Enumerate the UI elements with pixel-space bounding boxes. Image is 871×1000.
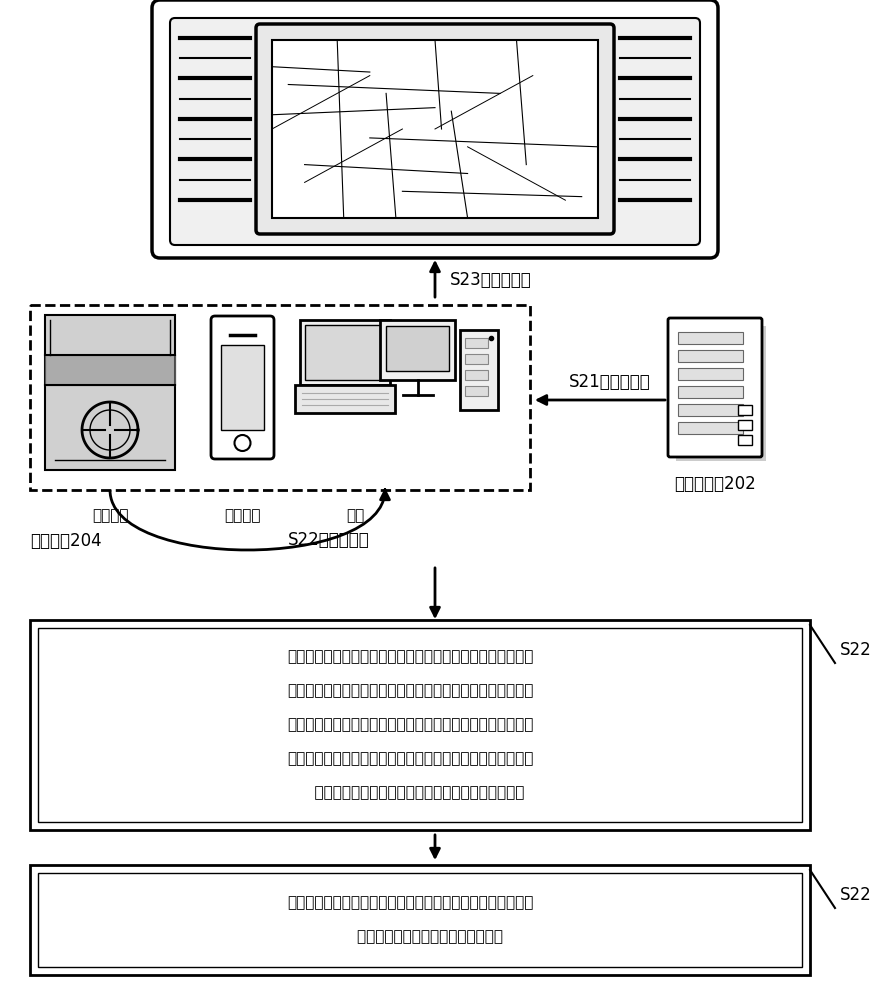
FancyBboxPatch shape [300,320,390,385]
Text: S22，渲染处理: S22，渲染处理 [287,531,369,549]
Text: 域上第二顶点所在的第四边的延长线相交于第二坐标点，第一: 域上第二顶点所在的第四边的延长线相交于第二坐标点，第一 [287,752,533,766]
FancyBboxPatch shape [678,386,743,398]
Text: 区域用于表示第一路段，第二区域用于表示第二路段: 区域用于表示第一路段，第二区域用于表示第二路段 [295,786,524,800]
FancyBboxPatch shape [45,315,175,470]
Text: 车载终端: 车载终端 [91,508,128,523]
FancyBboxPatch shape [256,24,614,234]
FancyBboxPatch shape [272,40,598,218]
FancyBboxPatch shape [380,320,455,380]
Text: 电脑: 电脑 [346,508,364,523]
FancyBboxPatch shape [386,326,449,371]
FancyBboxPatch shape [30,305,530,490]
FancyBboxPatch shape [465,386,488,396]
FancyBboxPatch shape [30,620,810,830]
FancyBboxPatch shape [170,18,700,245]
FancyBboxPatch shape [738,435,752,445]
FancyBboxPatch shape [295,385,395,413]
FancyBboxPatch shape [678,332,743,344]
FancyBboxPatch shape [678,368,743,380]
FancyBboxPatch shape [221,345,264,430]
Text: S23，显示地图: S23，显示地图 [450,271,532,289]
FancyBboxPatch shape [38,628,802,822]
FancyBboxPatch shape [211,316,274,459]
FancyBboxPatch shape [465,338,488,348]
Text: S21，地图数据: S21，地图数据 [569,373,651,391]
Text: S222: S222 [840,886,871,904]
Text: 所在的第一边与第二区域上第二顶点所在的第二边相交于第一: 所在的第一边与第二区域上第二顶点所在的第二边相交于第一 [287,684,533,698]
Text: 用于连接第一顶点和第二顶点的弧线: 用于连接第一顶点和第二顶点的弧线 [318,930,503,944]
FancyBboxPatch shape [678,404,743,416]
Text: 用户终端204: 用户终端204 [30,532,102,550]
FancyBboxPatch shape [305,325,385,380]
FancyBboxPatch shape [738,420,752,430]
FancyBboxPatch shape [678,422,743,434]
FancyBboxPatch shape [676,326,766,461]
FancyBboxPatch shape [738,405,752,415]
FancyBboxPatch shape [30,865,810,975]
FancyBboxPatch shape [668,318,762,457]
FancyBboxPatch shape [465,370,488,380]
FancyBboxPatch shape [152,0,718,258]
Text: 坐标点，第一区域上第一顶点所在的第三边的延长线与第二区: 坐标点，第一区域上第一顶点所在的第三边的延长线与第二区 [287,718,533,732]
Text: 地图服务器202: 地图服务器202 [674,475,756,493]
FancyBboxPatch shape [678,350,743,362]
Text: 根据第一坐标点、第二坐标点、第一顶点和第二顶点，渲染出: 根据第一坐标点、第二坐标点、第一顶点和第二顶点，渲染出 [287,896,533,910]
Circle shape [234,435,251,451]
FancyBboxPatch shape [465,354,488,364]
Text: 移动终端: 移动终端 [224,508,260,523]
Text: 在地图中查找第一坐标点和第二坐标点，第一区域上第一顶点: 在地图中查找第一坐标点和第二坐标点，第一区域上第一顶点 [287,650,533,664]
FancyBboxPatch shape [460,330,498,410]
Text: S221: S221 [840,641,871,659]
FancyBboxPatch shape [38,873,802,967]
